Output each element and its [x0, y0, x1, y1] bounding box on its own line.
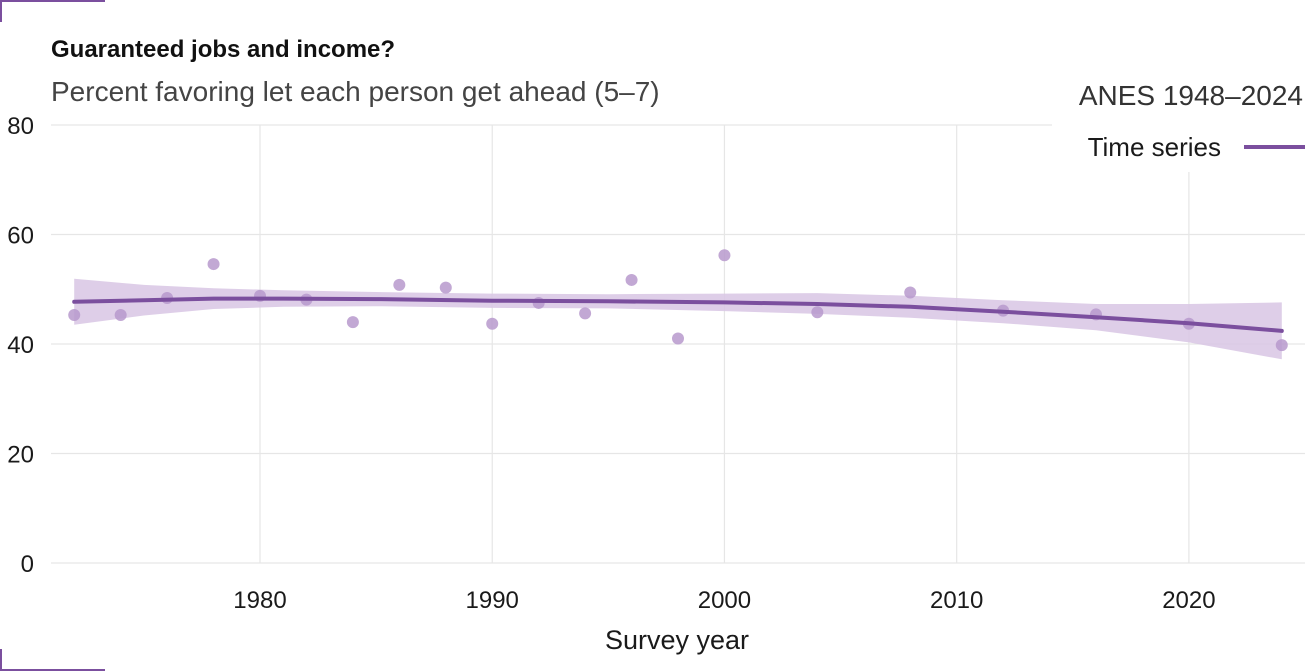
y-tick-label-40: 40 [7, 332, 34, 359]
data-point-1974 [114, 308, 127, 321]
data-point-2008 [904, 286, 917, 299]
chart-subtitle: Percent favoring let each person get ahe… [51, 76, 660, 107]
data-point-2000 [718, 249, 731, 262]
y-tick-label-60: 60 [7, 223, 34, 250]
data-point-1994 [579, 307, 592, 320]
data-point-1990 [486, 317, 499, 330]
x-tick-label-1990: 1990 [466, 587, 519, 614]
data-point-1996 [625, 273, 638, 286]
data-point-1986 [393, 278, 406, 291]
y-tick-label-0: 0 [21, 551, 34, 578]
data-point-2024 [1275, 339, 1288, 352]
corner-mark-top-vertical [0, 0, 2, 22]
x-axis-title: Survey year [605, 625, 749, 655]
trend-line [72, 296, 1284, 333]
chart-title: Guaranteed jobs and income? [51, 36, 396, 63]
corner-mark-top-horizontal [0, 0, 105, 2]
legend-label: Time series [1088, 132, 1221, 162]
y-tick-label-80: 80 [7, 113, 34, 140]
data-point-1988 [439, 281, 452, 294]
data-point-1984 [346, 316, 359, 329]
x-tick-label-1980: 1980 [233, 587, 286, 614]
corner-mark-bottom-vertical [0, 649, 2, 671]
corner-mark-bottom-horizontal [0, 669, 105, 671]
x-tick-label-2000: 2000 [698, 587, 751, 614]
data-point-1978 [207, 258, 220, 271]
source-label: ANES 1948–2024 [1078, 80, 1303, 111]
y-tick-label-20: 20 [7, 442, 34, 469]
trend-line-group [72, 296, 1284, 333]
tick-labels: 0 20 40 60 80 1980 1990 2000 2010 2020 [7, 113, 1215, 614]
legend: Time series [1052, 118, 1305, 172]
data-point-1998 [672, 332, 684, 345]
data-point-1972 [68, 308, 81, 321]
data-point-2004 [811, 306, 824, 319]
x-tick-label-2010: 2010 [930, 587, 983, 614]
x-tick-label-2020: 2020 [1162, 587, 1215, 614]
